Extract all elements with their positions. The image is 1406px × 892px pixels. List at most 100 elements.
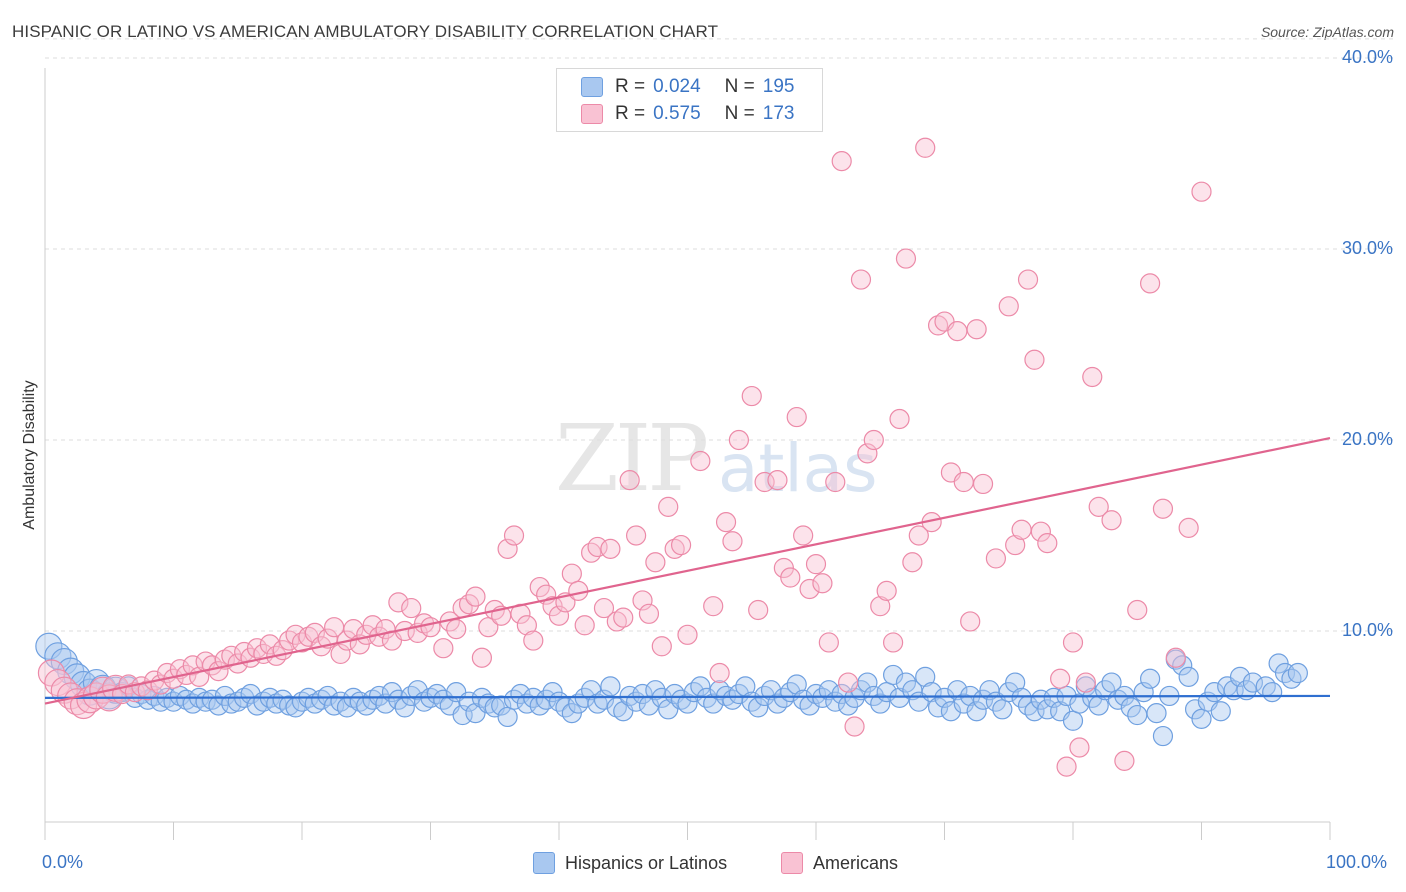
americans-trend-line (44, 437, 1331, 705)
americans-point-160 (1152, 498, 1174, 519)
hispanics-point-139 (934, 687, 955, 708)
hispanics-point-156 (1043, 687, 1064, 708)
hispanics-point-50 (362, 689, 383, 710)
americans-point-145 (1017, 269, 1039, 290)
americans-point-62 (446, 618, 467, 640)
americans-point-142 (998, 296, 1019, 317)
americans-point-138 (960, 611, 981, 632)
legend-item-hispanics[interactable]: Hispanics or Latinos (533, 852, 727, 874)
hispanics-point-148 (992, 699, 1013, 720)
hispanics-point-68 (478, 693, 499, 714)
hispanics-point-57 (407, 680, 428, 701)
americans-point-54 (388, 592, 409, 613)
americans-point-152 (1069, 737, 1090, 758)
watermark-zip: ZIP (555, 405, 709, 512)
americans-point-81 (568, 580, 589, 601)
legend-swatch-hispanics (533, 852, 555, 874)
hispanics-point-172 (1146, 703, 1167, 724)
hispanics-point-129 (870, 693, 891, 714)
americans-point-92 (638, 603, 660, 624)
hispanics-point-192 (1281, 668, 1302, 689)
americans-point-128 (895, 248, 917, 269)
watermark-atlas: atlas (718, 430, 878, 507)
americans-point-65 (465, 586, 486, 607)
americans-point-70 (497, 538, 518, 559)
americans-point-107 (754, 471, 775, 493)
americans-r-value: 0.575 (653, 103, 701, 124)
americans-point-84 (587, 536, 608, 558)
hispanics-point-144 (966, 701, 987, 722)
americans-point-156 (1101, 510, 1122, 531)
hispanics-point-187 (1242, 672, 1264, 693)
americans-point-140 (972, 473, 994, 495)
hispanics-point-113 (767, 693, 788, 714)
americans-point-101 (709, 662, 730, 684)
hispanics-point-103 (703, 693, 724, 714)
americans-point-88 (613, 607, 634, 628)
americans-point-118 (831, 151, 852, 172)
hispanics-point-74 (516, 693, 537, 714)
hispanics-point-87 (600, 676, 621, 697)
hispanics-point-153 (1024, 701, 1045, 722)
legend-item-americans[interactable]: Americans (781, 852, 898, 874)
americans-point-159 (1139, 273, 1161, 294)
americans-point-141 (985, 548, 1007, 569)
source-label: Source: ZipAtlas.com (1260, 24, 1394, 40)
n-label: N = (724, 103, 755, 124)
americans-point-108 (767, 470, 788, 491)
hispanics-point-116 (786, 674, 807, 695)
hispanics-trend-line (44, 694, 1331, 699)
hispanics-point-121 (818, 680, 839, 701)
hispanics-point-61 (433, 689, 454, 710)
hispanics-point-155 (1037, 699, 1058, 720)
legend-swatch-americans (781, 852, 803, 874)
hispanics-point-140 (940, 701, 962, 722)
americans-point-146 (1024, 349, 1045, 370)
americans-point-126 (882, 632, 904, 653)
hispanics-point-123 (831, 683, 852, 705)
americans-point-56 (401, 597, 422, 619)
americans-point-116 (818, 632, 839, 653)
americans-point-86 (600, 538, 621, 559)
americans-point-136 (947, 321, 968, 342)
hispanics-point-64 (452, 704, 473, 726)
hispanics-point-193 (1287, 662, 1308, 684)
americans-point-80 (561, 563, 582, 584)
americans-point-91 (632, 590, 653, 611)
x-tick-label-max: 100.0% (1326, 852, 1388, 872)
americans-point-123 (863, 429, 884, 451)
hispanics-point-76 (529, 695, 550, 716)
hispanics-point-70 (491, 695, 512, 716)
americans-point-133 (927, 315, 949, 336)
americans-point-147 (1030, 521, 1051, 542)
hispanics-point-52 (375, 693, 396, 714)
hispanics-r-value: 0.024 (653, 76, 701, 97)
americans-point-105 (741, 385, 762, 407)
x-tick-label-min: 0.0% (42, 852, 84, 872)
americans-point-103 (722, 531, 743, 552)
americans-point-111 (786, 406, 807, 428)
legend-label-hispanics: Hispanics or Latinos (565, 852, 728, 873)
americans-point-47 (343, 618, 364, 640)
hispanics-point-150 (1005, 672, 1026, 693)
stats-row-hispanics: R = 0.024 N = 195 (581, 75, 794, 99)
americans-point-78 (548, 605, 570, 626)
n-label: N = (724, 76, 755, 97)
hispanics-point-92 (632, 683, 653, 705)
americans-point-94 (651, 636, 672, 657)
americans-point-130 (908, 525, 929, 546)
hispanics-point-86 (593, 689, 615, 710)
r-label: R = (615, 76, 646, 97)
americans-point-148 (1037, 533, 1058, 554)
americans-point-144 (1011, 519, 1032, 540)
americans-point-37 (279, 630, 300, 651)
americans-point-59 (420, 617, 441, 638)
chart-title: HISPANIC OR LATINO VS AMERICAN AMBULATOR… (12, 22, 719, 41)
americans-point-89 (619, 470, 640, 491)
y-tick-label-40: 40.0% (1341, 47, 1393, 67)
americans-point-139 (966, 319, 987, 340)
americans-point-124 (870, 596, 891, 617)
y-tick-label-10: 10.0% (1341, 620, 1393, 640)
hispanics-point-179 (1191, 708, 1212, 729)
